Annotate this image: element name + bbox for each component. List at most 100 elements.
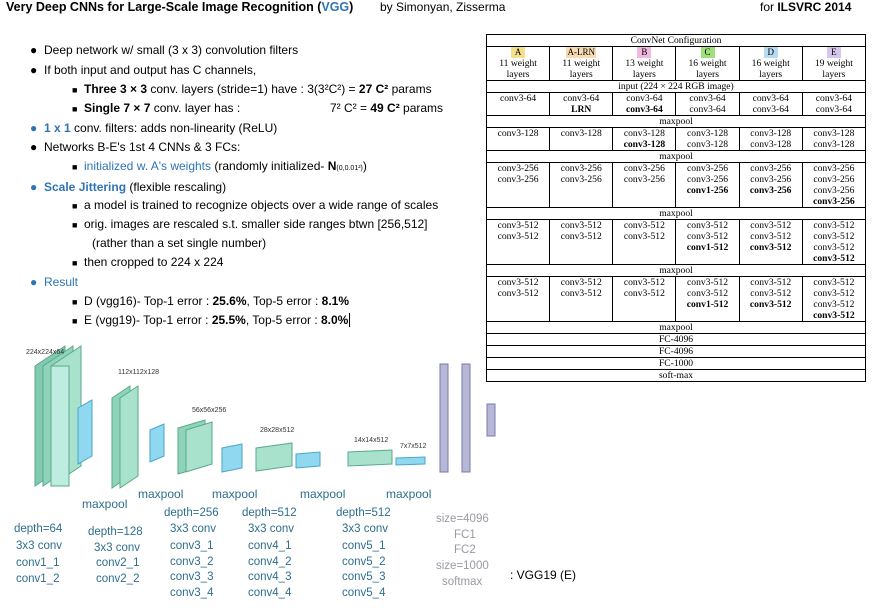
square-bullet-icon: ■: [72, 258, 78, 268]
maxpool-row: maxpool: [486, 150, 866, 163]
bold-text: 49 C²: [370, 101, 400, 115]
bullet-icon: ●: [30, 275, 38, 289]
bold-text: Three 3 × 3: [84, 82, 148, 96]
size-label: 28x28x512: [260, 427, 294, 434]
conv2-block: [111, 385, 139, 489]
size-label: 14x14x512: [354, 437, 388, 444]
group-label: conv3_1: [170, 540, 213, 552]
group-6-labels: size=4096 FC1 FC2 size=1000 softmax: [436, 513, 489, 588]
group-label: conv4_4: [248, 587, 292, 599]
blue-text: 1 x 1: [44, 121, 71, 135]
swatch-D: D: [763, 47, 778, 58]
group-label: FC1: [454, 529, 476, 541]
maxpool-row: maxpool: [486, 264, 866, 277]
square-bullet-icon: ■: [72, 162, 78, 172]
fc-row: FC-4096: [486, 333, 866, 346]
group-label: conv5_4: [342, 587, 386, 599]
square-bullet-icon: ■: [72, 201, 78, 211]
square-bullet-icon: ■: [72, 297, 78, 307]
maxpool-label: maxpool: [300, 487, 345, 501]
conv4-block: [255, 442, 293, 472]
cell: conv3-128 conv3-128: [801, 127, 867, 151]
bullet-icon: ●: [30, 63, 38, 77]
group-4-labels: depth=512 3x3 conv conv4_1 conv4_2 conv4…: [242, 507, 297, 599]
group-label: conv5_3: [342, 571, 385, 583]
group-label: conv1_2: [16, 573, 59, 585]
text: orig. images are rescaled s.t. smaller s…: [84, 217, 428, 231]
blue-text: initialized w. A's weights: [84, 159, 212, 173]
conv1-block: [34, 345, 82, 487]
softmax-row: soft-max: [486, 369, 866, 382]
cell: conv3-512 conv3-512: [549, 219, 614, 265]
square-bullet-icon: ■: [72, 316, 78, 326]
small-text: (0,0.01²): [336, 165, 363, 172]
group-label: softmax: [442, 576, 483, 588]
cell: conv3-128: [549, 127, 614, 151]
text: then cropped to 224 x 224: [84, 255, 224, 269]
cell: conv3-512 conv3-512 conv1-512: [675, 276, 740, 322]
group-label: conv4_2: [248, 556, 291, 568]
group-label: conv4_3: [248, 571, 291, 583]
bullet-5: ● Scale Jittering (flexible rescaling): [30, 180, 226, 194]
group-label: depth=512: [242, 507, 297, 519]
cell: conv3-512 conv3-512: [612, 219, 677, 265]
group-label: size=1000: [436, 560, 489, 572]
sub-bullet-5b: ■ orig. images are rescaled s.t. smaller …: [72, 217, 428, 231]
fc-row: FC-4096: [486, 345, 866, 358]
bold-text: 27 C²: [358, 82, 389, 96]
swatch-B: B: [637, 47, 652, 58]
text: params: [399, 101, 444, 115]
pool2: [149, 423, 165, 463]
cell: conv3-64 conv3-64: [612, 92, 677, 116]
sub-bullet-6a: ■ D (vgg16)- Top-1 error : 25.6%, Top-5 e…: [72, 294, 349, 308]
bold-text: 25.5%: [211, 313, 246, 327]
square-bullet-icon: ■: [72, 220, 78, 230]
cell: conv3-64 conv3-64: [801, 92, 867, 116]
cell: conv3-512 conv3-512 conv3-512: [738, 276, 803, 322]
bullet-6: ● Result: [30, 275, 78, 289]
bullet-text: Deep network w/ small (3 x 3) convolutio…: [44, 43, 299, 57]
group-label: conv5_1: [342, 540, 385, 552]
group-label: 3x3 conv: [248, 523, 294, 535]
text: conv. filters: adds non-linearity (ReLU): [70, 121, 278, 135]
input-row: input (224 × 224 RGB image): [486, 80, 866, 93]
size-label: 7x7x512: [400, 443, 427, 450]
block2: conv3-128 conv3-128 conv3-128 conv3-128 c…: [485, 127, 867, 151]
size-label: 56x56x256: [192, 407, 226, 414]
diagram-caption: : VGG19 (E): [510, 568, 577, 582]
group-label: depth=256: [164, 507, 219, 519]
text-cursor: [349, 313, 354, 327]
pool4: [295, 451, 321, 469]
author: by Simonyan, Zisserma: [380, 0, 506, 14]
sub-bullet-5c: ■ then cropped to 224 x 224: [72, 255, 223, 269]
cell: conv3-256 conv3-256 conv3-256: [738, 162, 803, 208]
cell: conv3-256 conv3-256 conv1-256: [675, 162, 740, 208]
cell: conv3-512 conv3-512: [485, 219, 551, 265]
maxpool-label: maxpool: [212, 487, 257, 501]
text: params: [388, 82, 432, 96]
swatch-A: A: [511, 47, 526, 58]
text: , Top-5 error :: [245, 313, 321, 327]
cell: conv3-64: [485, 92, 551, 116]
size-label: 112x112x128: [118, 369, 159, 376]
pool5: [395, 456, 426, 466]
block3: conv3-256 conv3-256 conv3-256 conv3-256 co…: [485, 162, 867, 208]
group-label: conv1_1: [16, 557, 59, 569]
text: 7² C² =: [330, 101, 371, 115]
group-label: 3x3 conv: [16, 540, 62, 552]
square-bullet-icon: ■: [72, 104, 78, 114]
bullet-text: Networks B-E's 1st 4 CNNs & 3 FCs:: [44, 140, 241, 154]
vgg19-architecture-diagram: 224x224x64 112x112x128 56x56x256 28x28x5…: [14, 345, 496, 599]
group-1-labels: depth=64 3x3 conv conv1_1 conv1_2: [14, 523, 63, 585]
size-label: 224x224x64: [26, 349, 64, 356]
title-acronym: VGG: [321, 0, 350, 14]
sub-bullet-6b: ■ E (vgg19)- Top-1 error : 25.5%, Top-5 e…: [72, 313, 354, 327]
bullet-icon: ●: [30, 140, 38, 154]
maxpool-row: maxpool: [486, 207, 866, 220]
group-3-labels: depth=256 3x3 conv conv3_1 conv3_2 conv3…: [164, 507, 219, 599]
group-label: 3x3 conv: [94, 542, 140, 554]
config-A-LRN: A-LRN 11 weight layers: [549, 46, 614, 81]
group-label: conv3_2: [170, 556, 213, 568]
pool3: [221, 443, 243, 473]
bullet-4: ● Networks B-E's 1st 4 CNNs & 3 FCs:: [30, 140, 240, 154]
